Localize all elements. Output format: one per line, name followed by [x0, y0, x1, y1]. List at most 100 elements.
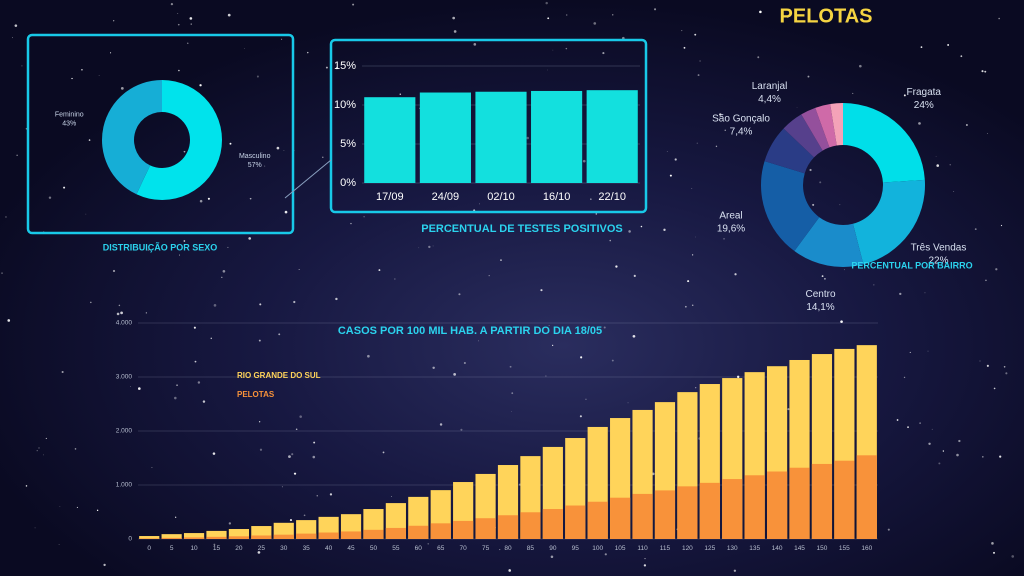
star — [500, 259, 502, 261]
star — [757, 56, 760, 59]
star — [329, 493, 333, 496]
y-tick-label: 1.000 — [116, 482, 133, 489]
bar — [834, 460, 855, 539]
y-tick-label: 0% — [340, 177, 356, 189]
star — [453, 373, 456, 376]
star — [90, 301, 92, 304]
star — [458, 293, 461, 296]
star — [612, 14, 614, 16]
star — [611, 359, 614, 362]
star — [699, 60, 701, 62]
star — [807, 75, 810, 78]
star — [7, 319, 11, 322]
bar — [183, 533, 205, 539]
x-tick-label: 140 — [772, 545, 783, 552]
star — [258, 421, 261, 423]
star — [974, 228, 977, 231]
star — [284, 210, 288, 214]
star — [691, 304, 694, 306]
frame — [329, 38, 648, 214]
star — [927, 350, 929, 352]
bar — [430, 523, 451, 539]
star — [984, 70, 987, 73]
star — [724, 129, 726, 131]
star — [43, 454, 44, 456]
star — [112, 269, 116, 273]
star — [981, 70, 984, 73]
star — [812, 203, 815, 206]
star — [248, 237, 252, 240]
star — [228, 522, 232, 525]
star — [227, 246, 229, 248]
star — [36, 450, 38, 452]
star — [942, 450, 945, 452]
star — [174, 396, 177, 400]
bar — [497, 515, 519, 539]
bar — [161, 537, 182, 539]
star — [278, 333, 281, 336]
bar — [856, 455, 877, 539]
star — [76, 506, 78, 508]
star — [335, 67, 338, 70]
star — [681, 30, 683, 32]
star — [552, 49, 554, 51]
star — [733, 569, 737, 572]
star — [151, 467, 153, 469]
bar — [251, 535, 272, 539]
star — [548, 324, 550, 326]
star — [663, 228, 666, 232]
x-tick-label: 95 — [572, 545, 580, 552]
bar — [811, 463, 833, 539]
star — [367, 354, 370, 358]
star — [427, 543, 430, 545]
star — [985, 279, 987, 282]
slice-value: 14,1% — [806, 302, 834, 313]
x-tick-label: 85 — [527, 545, 535, 552]
star — [958, 439, 961, 443]
donut-slice — [852, 179, 925, 265]
donut-slice — [783, 114, 823, 158]
star — [545, 1, 548, 5]
star — [199, 84, 202, 87]
x-tick-label: 40 — [325, 545, 333, 552]
star — [787, 17, 789, 19]
star — [938, 462, 941, 465]
x-tick-label: 30 — [280, 545, 288, 552]
x-tick-label: 160 — [861, 545, 872, 552]
x-tick-label: 115 — [660, 545, 671, 552]
star — [264, 165, 266, 167]
star — [919, 422, 921, 425]
star — [12, 37, 13, 39]
star — [176, 384, 178, 386]
star — [669, 174, 672, 177]
star — [566, 14, 568, 16]
star — [654, 8, 657, 11]
star — [213, 304, 217, 307]
star — [109, 52, 112, 54]
star — [295, 428, 298, 431]
x-tick-label: 22/10 — [598, 191, 626, 203]
star — [859, 64, 862, 68]
star — [463, 361, 466, 365]
star — [609, 239, 612, 242]
star — [478, 340, 479, 342]
bar — [206, 530, 227, 539]
star — [643, 564, 647, 567]
star — [987, 133, 988, 135]
star — [632, 334, 636, 338]
x-tick-label: 55 — [392, 545, 400, 552]
star — [432, 366, 435, 370]
star — [259, 448, 263, 451]
star — [935, 156, 937, 157]
star — [207, 197, 210, 200]
star — [839, 204, 841, 206]
star — [221, 276, 223, 278]
star — [585, 398, 587, 400]
star — [213, 543, 216, 546]
star — [644, 557, 646, 560]
star — [96, 509, 99, 512]
star — [896, 419, 899, 421]
star — [25, 485, 28, 487]
star — [227, 13, 231, 17]
x-tick-label: 145 — [794, 545, 805, 552]
